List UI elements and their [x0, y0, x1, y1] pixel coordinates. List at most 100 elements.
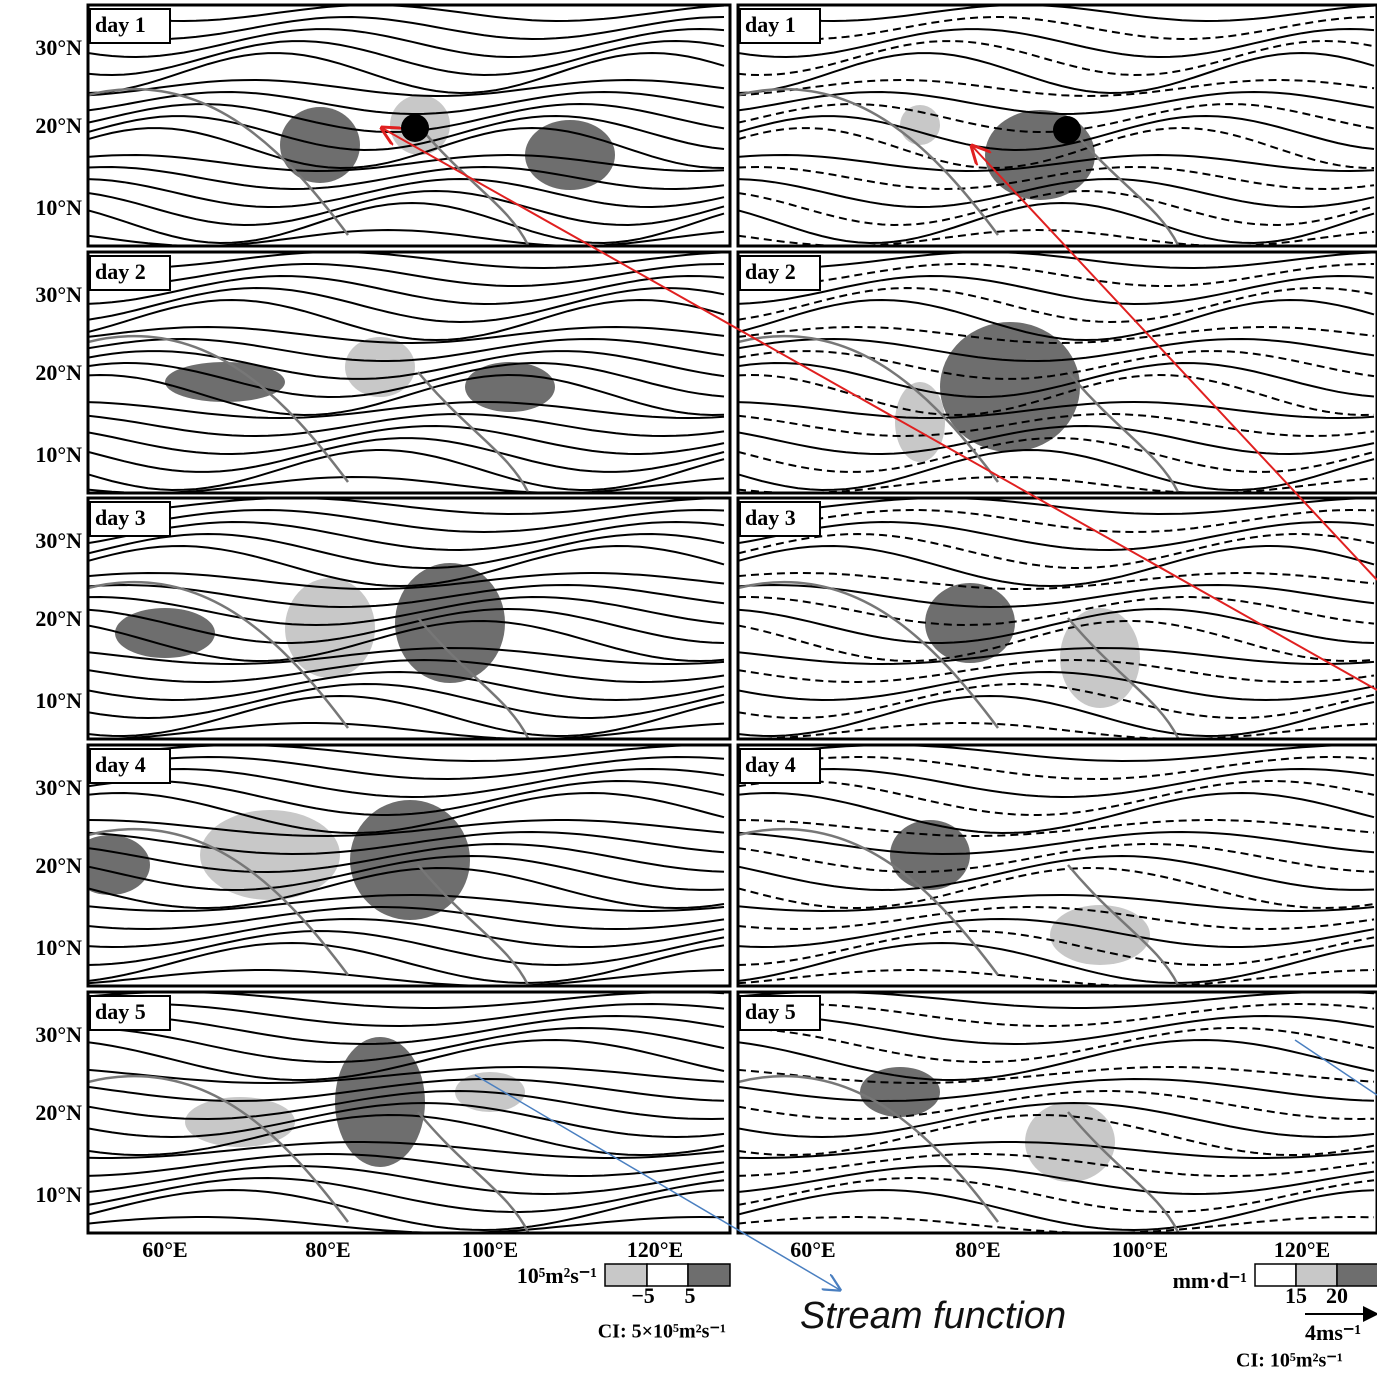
contour [738, 438, 1374, 472]
shading [185, 1097, 295, 1147]
latitude-label: 30°N [35, 1022, 82, 1047]
day-label: day 5 [745, 999, 796, 1024]
legend-tick: 5 [685, 1283, 696, 1308]
streamline [88, 167, 724, 189]
streamline [88, 1190, 724, 1230]
streamline [88, 414, 724, 436]
marker-dot [1053, 116, 1081, 144]
day-label: day 3 [95, 505, 146, 530]
streamline [88, 498, 724, 514]
legend-unit: mm·d⁻¹ [1173, 1268, 1247, 1293]
longitude-label: 80°E [955, 1237, 1000, 1262]
longitude-label: 80°E [305, 1237, 350, 1262]
streamline [88, 41, 724, 75]
contour [738, 546, 1374, 586]
contour [738, 757, 1374, 779]
contour [738, 300, 1374, 340]
contour [738, 856, 1374, 890]
longitude-label: 100°E [462, 1237, 518, 1262]
contour [738, 252, 1374, 268]
latitude-label: 20°N [35, 113, 82, 138]
contour [738, 53, 1374, 93]
streamline [88, 757, 724, 779]
longitude-label: 120°E [1274, 1237, 1330, 1262]
streamline [88, 450, 724, 490]
streamline [88, 919, 724, 947]
longitude-label: 60°E [790, 1237, 835, 1262]
latitude-label: 10°N [35, 1182, 82, 1207]
contour [738, 498, 1374, 514]
contour [738, 510, 1374, 532]
contour [738, 781, 1374, 815]
contour [738, 844, 1374, 872]
day-label: day 2 [745, 259, 796, 284]
day-label: day 1 [745, 12, 796, 37]
shading [70, 835, 150, 895]
streamline [88, 970, 724, 986]
latitude-label: 10°N [35, 935, 82, 960]
longitude-label: 100°E [1112, 1237, 1168, 1262]
shading [860, 1067, 940, 1117]
legend-ci: CI: 10⁵m²s⁻¹ [1236, 1350, 1343, 1372]
latitude-label: 10°N [35, 688, 82, 713]
latitude-label: 30°N [35, 528, 82, 553]
longitude-label: 120°E [627, 1237, 683, 1262]
legend-unit: 10⁵m²s⁻¹ [517, 1263, 597, 1288]
day-label: day 5 [95, 999, 146, 1024]
contour [738, 868, 1374, 908]
contour [738, 29, 1374, 57]
day-label: day 1 [95, 12, 146, 37]
latitude-label: 30°N [35, 775, 82, 800]
contour [738, 1067, 1374, 1083]
day-label: day 4 [95, 752, 146, 777]
contour [738, 609, 1374, 643]
contour [738, 1217, 1374, 1233]
contour [738, 597, 1374, 625]
streamline [88, 252, 724, 268]
contour [738, 684, 1374, 718]
shading [890, 820, 970, 890]
annotation: Stream function [800, 1295, 1066, 1337]
contour [738, 793, 1374, 833]
streamline [88, 534, 724, 568]
streamline [88, 5, 724, 21]
legend-tick: −5 [631, 1283, 655, 1308]
streamline [88, 1166, 724, 1194]
streamline [88, 191, 724, 225]
right-maps [738, 5, 1374, 1233]
contour [738, 970, 1374, 986]
vector-label: 4ms⁻¹ [1305, 1320, 1361, 1345]
shading [285, 578, 375, 678]
legend-ci: CI: 5×10⁵m²s⁻¹ [598, 1321, 726, 1343]
streamline [88, 438, 724, 472]
streamline [88, 546, 724, 586]
day-label: day 2 [95, 259, 146, 284]
longitude-label: 60°E [142, 1237, 187, 1262]
streamline [88, 402, 724, 418]
streamline [88, 723, 724, 739]
streamline [88, 203, 724, 243]
latitude-label: 20°N [35, 360, 82, 385]
contour [738, 5, 1374, 21]
marker-dot [401, 114, 429, 142]
legend-tick: 15 [1285, 1283, 1307, 1308]
blue-line [1295, 1040, 1377, 1095]
contour [738, 534, 1374, 568]
contour [738, 41, 1374, 75]
figure: day 1 30°N 20°N 10°N day 2 30°N 20°N 10°N day 3 3… [0, 0, 1377, 1380]
contour [738, 1190, 1374, 1230]
streamline [88, 1178, 724, 1212]
latitude-label: 30°N [35, 282, 82, 307]
streamline [88, 53, 724, 93]
streamline [88, 300, 724, 340]
contour [738, 672, 1374, 700]
left-maps [70, 5, 724, 1233]
day-label: day 4 [745, 752, 796, 777]
streamline [88, 684, 724, 718]
contour [738, 723, 1374, 739]
latitude-label: 10°N [35, 195, 82, 220]
latitude-label: 10°N [35, 442, 82, 467]
streamline [88, 1217, 724, 1233]
contour [738, 1028, 1374, 1062]
streamline [88, 29, 724, 57]
